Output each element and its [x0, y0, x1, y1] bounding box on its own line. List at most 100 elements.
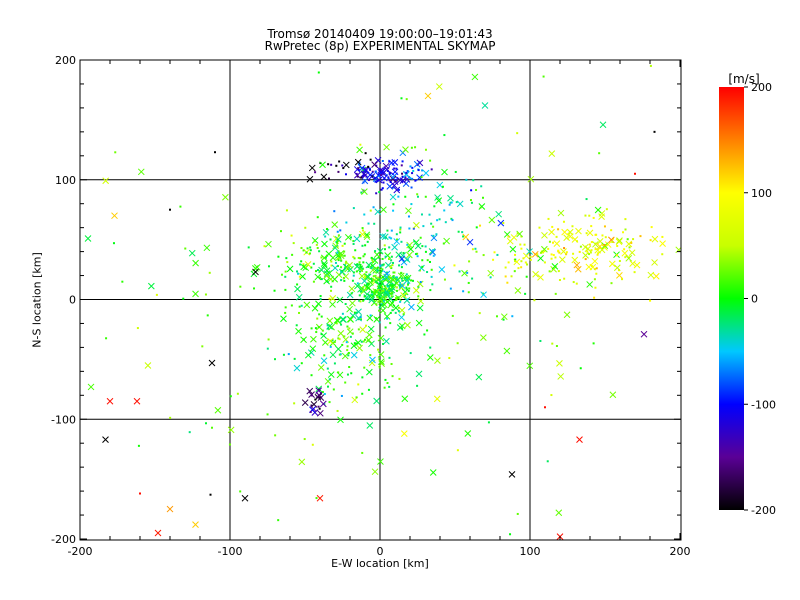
data-point-dot [524, 292, 527, 295]
data-point-cross [316, 409, 324, 417]
data-point-dot [412, 227, 415, 230]
data-point-dot [319, 276, 322, 279]
data-point-dot [626, 238, 629, 241]
data-point-dot [400, 327, 403, 330]
data-point-dot [443, 278, 446, 281]
data-point-dot [408, 227, 411, 230]
data-point-dot [409, 177, 412, 180]
data-point-dot [388, 160, 391, 163]
data-point-dot [361, 267, 364, 270]
colorbar-tick-label: 0 [751, 293, 758, 306]
data-point-dot [340, 270, 343, 273]
data-point-dot [293, 357, 296, 360]
data-point-dot [400, 164, 403, 167]
data-point-dot [410, 203, 413, 206]
data-point-dot [397, 195, 400, 198]
data-point-dot [402, 251, 405, 254]
data-point-dot [547, 247, 550, 250]
data-point-dot [370, 256, 373, 259]
data-point-cross [532, 270, 539, 278]
data-point-dot [305, 251, 308, 254]
data-point-dot [359, 316, 362, 319]
data-point-dot [380, 285, 383, 288]
data-point-dot [139, 492, 141, 495]
colorbar: -200 -100 0 100 200 [719, 81, 776, 517]
data-point-dot [335, 164, 338, 167]
data-point-dot [347, 354, 350, 357]
data-point-dot [393, 167, 396, 170]
data-point-dot [341, 164, 344, 167]
data-point-dot [504, 266, 507, 269]
data-point-dot [397, 306, 400, 309]
data-point-dot [389, 266, 392, 269]
data-point-dot [557, 270, 560, 273]
data-point-dot [585, 232, 588, 235]
data-point-cross [516, 230, 523, 238]
data-point-cross [111, 212, 118, 220]
data-point-dot [236, 392, 239, 395]
data-point-dot [376, 179, 379, 182]
data-point-cross [584, 245, 592, 253]
y-tick-label: 0 [69, 294, 76, 307]
data-point-dot [335, 241, 338, 244]
data-point-dot [649, 64, 652, 67]
data-point-cross [346, 305, 353, 313]
data-point-dot [296, 283, 299, 286]
data-point-dot [337, 170, 340, 173]
data-point-dot [188, 431, 191, 434]
data-point-dot [309, 252, 312, 255]
data-point-dot [310, 266, 313, 269]
data-point-dot [205, 422, 208, 425]
data-point-cross [344, 265, 351, 273]
data-point-cross [323, 270, 331, 277]
data-point-dot [282, 353, 285, 356]
y-tick-label: 200 [55, 54, 76, 67]
data-point-dot [333, 341, 336, 344]
data-point-dot [601, 234, 604, 237]
data-point-dot [362, 255, 365, 258]
data-point-dot [359, 300, 362, 303]
data-point-dot [316, 246, 319, 249]
data-point-dot [386, 382, 389, 385]
data-point-dot [267, 338, 270, 341]
data-point-cross [354, 158, 362, 166]
data-point-dot [410, 279, 413, 282]
data-point-dot [361, 227, 364, 230]
data-point-dot [332, 388, 335, 391]
data-point-cross [441, 168, 448, 176]
data-point-dot [444, 221, 447, 224]
data-point-dot [396, 238, 399, 241]
data-point-cross [321, 240, 328, 248]
data-point-dot [548, 270, 551, 273]
data-point-cross [478, 203, 486, 210]
data-point-cross [317, 364, 325, 371]
data-point-dot [417, 295, 420, 298]
data-point-cross [84, 235, 92, 242]
data-point-dot [379, 264, 382, 267]
data-point-dot [565, 251, 568, 254]
data-point-dot [327, 163, 330, 166]
data-point-dot [357, 168, 360, 171]
data-point-dot [300, 246, 303, 249]
data-point-cross [315, 300, 322, 308]
data-point-dot [390, 237, 393, 240]
data-point-dot [624, 228, 627, 231]
data-point-dot [563, 247, 566, 250]
data-point-dot [377, 348, 380, 351]
data-point-dot [284, 270, 287, 273]
data-point-cross [400, 430, 408, 437]
data-point-cross [558, 256, 566, 264]
data-point-cross [438, 266, 446, 273]
data-point-cross [433, 395, 441, 403]
data-point-dot [293, 402, 296, 405]
data-point-cross [306, 387, 314, 395]
data-point-dot [361, 451, 364, 454]
data-point-cross [365, 284, 373, 292]
data-point-cross [396, 176, 404, 184]
data-point-cross [383, 337, 390, 345]
data-point-dot [416, 195, 419, 198]
data-point-dot [388, 289, 391, 292]
data-point-dot [604, 236, 607, 239]
data-point-dot [551, 342, 554, 345]
data-point-dot [584, 258, 587, 261]
